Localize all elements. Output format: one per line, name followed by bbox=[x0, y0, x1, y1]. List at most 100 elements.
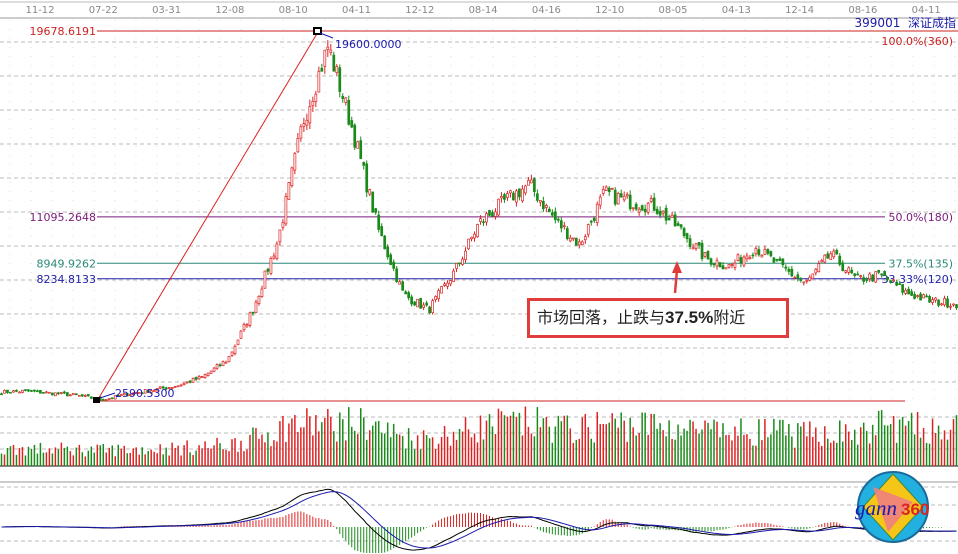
candle-body bbox=[739, 257, 743, 264]
candle-body bbox=[556, 218, 560, 221]
candle-body bbox=[269, 257, 273, 274]
candle-body bbox=[350, 120, 354, 128]
candle-body bbox=[6, 389, 9, 394]
candle-body bbox=[464, 250, 467, 260]
candle-body bbox=[718, 262, 722, 268]
candle-body bbox=[236, 339, 240, 346]
candle-body bbox=[913, 294, 916, 299]
candle-body bbox=[928, 296, 931, 303]
candle-body bbox=[0, 393, 3, 396]
candle-body bbox=[353, 124, 357, 148]
candle-body bbox=[365, 163, 369, 193]
candle-body bbox=[48, 391, 51, 394]
candle-body bbox=[422, 304, 425, 308]
markers: 2590.5300 19600.0000 bbox=[93, 27, 682, 403]
candles bbox=[0, 40, 958, 402]
candle-body bbox=[158, 386, 162, 389]
candle-body bbox=[727, 264, 731, 268]
candle-body bbox=[503, 194, 506, 200]
candle-body bbox=[80, 394, 84, 397]
candle-body bbox=[545, 205, 548, 208]
candle-body bbox=[676, 223, 680, 226]
gann360-logo: gann 360 bbox=[855, 471, 929, 543]
annotation-box: 市场回落，止跌与37.5%附近 bbox=[527, 298, 789, 338]
candle-body bbox=[838, 255, 842, 265]
candle-body bbox=[820, 260, 824, 263]
candle-body bbox=[443, 283, 446, 286]
candle-body bbox=[161, 386, 165, 389]
candle-body bbox=[24, 389, 27, 391]
candle-body bbox=[530, 179, 533, 184]
candle-body bbox=[71, 393, 75, 396]
candle-body bbox=[36, 390, 39, 393]
x-tick-label: 03-31 bbox=[152, 5, 181, 16]
candle-body bbox=[700, 242, 704, 259]
candle-body bbox=[167, 387, 171, 389]
annotation-suffix: 附近 bbox=[713, 308, 746, 327]
instrument-name: 深证成指 bbox=[907, 16, 956, 30]
high-pointer bbox=[319, 32, 334, 39]
candle-body bbox=[847, 267, 851, 273]
candle-body bbox=[89, 396, 93, 399]
candle-body bbox=[634, 203, 638, 210]
candle-body bbox=[808, 276, 812, 281]
candle-body bbox=[625, 194, 629, 197]
candle-body bbox=[823, 254, 827, 263]
candle-body bbox=[910, 291, 913, 296]
level-value-label: 8949.9262 bbox=[37, 257, 97, 270]
candle-body bbox=[811, 273, 815, 280]
candle-body bbox=[685, 233, 689, 240]
candle-body bbox=[500, 196, 503, 199]
candle-body bbox=[323, 49, 327, 67]
candle-body bbox=[3, 390, 6, 394]
candle-body bbox=[104, 399, 108, 401]
candle-body bbox=[86, 394, 90, 397]
candle-body bbox=[206, 372, 210, 376]
candle-body bbox=[916, 295, 919, 297]
candle-body bbox=[550, 212, 554, 216]
x-tick-label: 04-16 bbox=[532, 5, 561, 16]
candle-body bbox=[925, 295, 928, 298]
candle-body bbox=[781, 258, 785, 266]
x-tick-label: 07-22 bbox=[89, 5, 118, 16]
candle-body bbox=[263, 270, 267, 289]
candle-body bbox=[664, 207, 668, 221]
candle-body bbox=[607, 187, 611, 193]
candle-body bbox=[110, 397, 114, 400]
candle-body bbox=[533, 178, 536, 192]
candle-body bbox=[742, 256, 746, 266]
candle-body bbox=[919, 293, 922, 301]
candle-body bbox=[880, 273, 884, 276]
candle-body bbox=[344, 97, 348, 103]
candle-body bbox=[122, 393, 126, 396]
macd-dea-line bbox=[1, 491, 957, 549]
candle-body bbox=[455, 263, 458, 269]
candle-body bbox=[446, 282, 449, 287]
candle-body bbox=[191, 378, 195, 383]
candle-body bbox=[470, 236, 473, 240]
candle-body bbox=[835, 249, 839, 255]
candle-body bbox=[757, 249, 761, 256]
candle-body bbox=[586, 224, 590, 235]
candle-body bbox=[536, 193, 539, 201]
candle-body bbox=[826, 253, 830, 259]
candle-body bbox=[772, 257, 776, 263]
candle-body bbox=[170, 387, 174, 389]
candle-body bbox=[218, 364, 222, 367]
candle-body bbox=[51, 392, 54, 396]
candle-body bbox=[119, 394, 123, 397]
candle-body bbox=[404, 291, 408, 295]
arrow-head bbox=[672, 261, 682, 273]
candle-body bbox=[724, 267, 728, 270]
level-value-label: 19678.6191 bbox=[30, 25, 96, 38]
candle-body bbox=[655, 208, 659, 214]
candle-body bbox=[54, 392, 57, 397]
candle-body bbox=[796, 274, 800, 279]
candle-body bbox=[571, 237, 575, 240]
candle-body bbox=[565, 228, 569, 240]
candle-body bbox=[715, 260, 719, 267]
candle-body bbox=[362, 161, 366, 166]
candle-body bbox=[230, 351, 234, 357]
candle-body bbox=[643, 208, 647, 213]
candle-body bbox=[389, 254, 393, 266]
